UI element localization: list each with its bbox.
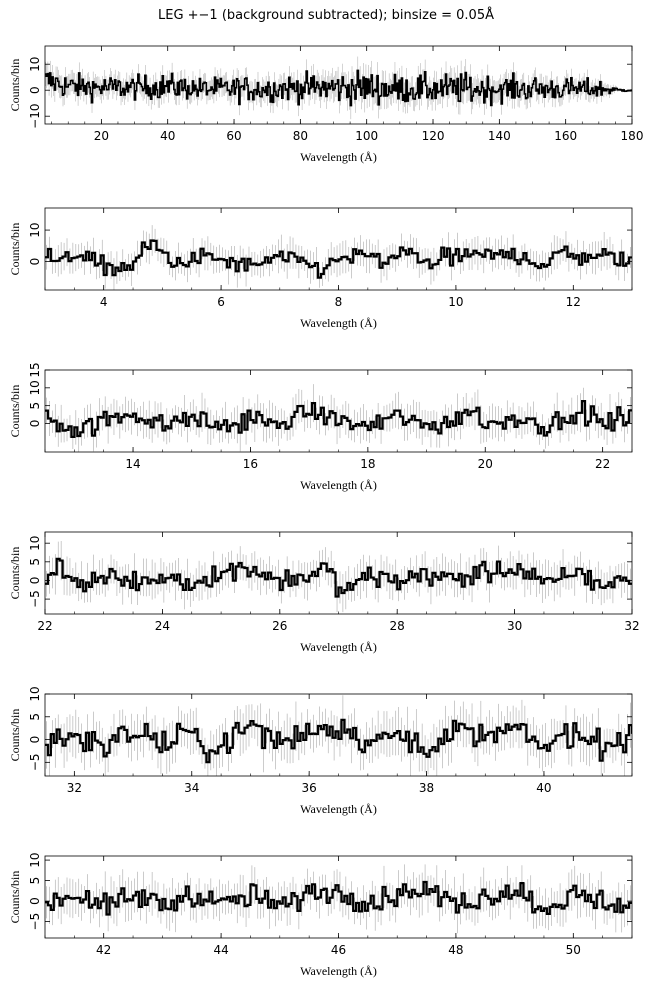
plot-area: [45, 864, 632, 934]
x-tick-label: 120: [422, 129, 445, 143]
y-axis-label: Counts/bin: [8, 223, 22, 276]
axes-frame: [44, 207, 633, 291]
x-axis-label: Wavelength (Å): [300, 640, 377, 654]
chart-panel-4: 22 24 26 28 30 32 −5 0 5 10 Wavelength (Å) Counts/b…: [8, 531, 640, 654]
y-tick-label: 10: [28, 536, 42, 551]
y-tick-label: 0: [28, 86, 42, 94]
x-tick-label: 22: [37, 619, 52, 633]
x-tick-label: 28: [390, 619, 405, 633]
x-tick-label: 40: [160, 129, 175, 143]
series-line: [45, 399, 632, 438]
x-tick-label: 50: [566, 943, 581, 957]
y-tick-label: 5: [28, 558, 42, 566]
x-tick-label: 32: [67, 781, 82, 795]
x-tick-label: 140: [488, 129, 511, 143]
x-tick-label: 20: [94, 129, 109, 143]
chart-panel-3: 14 16 18 20 22 0 5 10 15 Wavelength (Å) Counts/bin: [8, 362, 633, 492]
y-axis-label: Counts/bin: [8, 547, 22, 600]
y-tick-label: −5: [28, 590, 42, 608]
x-tick-label: 12: [566, 295, 581, 309]
plot-area: [45, 384, 632, 452]
y-axis-label: Counts/bin: [8, 59, 22, 112]
plot-area: [45, 695, 632, 776]
chart-panel-1: 20 40 60 80 100 120 140 160 180 −10 0 10 Wavelength …: [8, 45, 644, 164]
x-tick-label: 48: [448, 943, 463, 957]
axes-frame: [44, 45, 633, 125]
chart-panel-6: 42 44 46 48 50 −5 0 5 10 Wavelength (Å) Counts/bin: [8, 852, 633, 978]
x-tick-label: 36: [302, 781, 317, 795]
x-tick-label: 4: [100, 295, 108, 309]
x-tick-label: 10: [448, 295, 463, 309]
x-tick-label: 30: [507, 619, 522, 633]
x-tick-label: 6: [217, 295, 225, 309]
series-line: [45, 239, 632, 279]
x-axis-label: Wavelength (Å): [300, 964, 377, 978]
x-axis-label: Wavelength (Å): [300, 802, 377, 816]
series-line: [45, 69, 632, 107]
y-tick-label: 0: [28, 736, 42, 744]
y-tick-label: 10: [28, 686, 42, 701]
y-tick-label: 0: [28, 258, 42, 266]
x-axis-label: Wavelength (Å): [300, 316, 377, 330]
y-tick-label: −5: [28, 753, 42, 771]
x-tick-label: 20: [478, 457, 493, 471]
x-tick-label: 16: [243, 457, 258, 471]
y-tick-label: −10: [28, 104, 42, 129]
y-tick-label: 0: [28, 420, 42, 428]
x-tick-label: 180: [621, 129, 644, 143]
x-tick-label: 80: [293, 129, 308, 143]
x-tick-label: 24: [155, 619, 170, 633]
x-tick-label: 46: [331, 943, 346, 957]
x-tick-label: 40: [536, 781, 551, 795]
y-tick-label: 5: [28, 402, 42, 410]
x-tick-label: 8: [335, 295, 343, 309]
series-errorbars: [46, 384, 631, 452]
y-axis-label: Counts/bin: [8, 871, 22, 924]
series-line: [45, 880, 632, 916]
axes-frame: [44, 369, 633, 453]
x-tick-label: 32: [624, 619, 639, 633]
y-tick-label: 10: [28, 380, 42, 395]
y-tick-label: 0: [28, 577, 42, 585]
x-tick-label: 42: [96, 943, 111, 957]
chart-panel-5: 32 34 36 38 40 −5 0 5 10 Wavelength (Å) Counts/bin: [8, 686, 633, 816]
x-axis-label: Wavelength (Å): [300, 150, 377, 164]
series-errorbars: [46, 695, 631, 776]
y-tick-label: 5: [28, 713, 42, 721]
series-line: [45, 718, 632, 764]
x-tick-label: 26: [272, 619, 287, 633]
y-tick-label: −5: [28, 913, 42, 931]
y-tick-label: 10: [28, 852, 42, 867]
x-tick-label: 34: [184, 781, 199, 795]
plot-area: [45, 225, 632, 290]
y-tick-label: 10: [28, 57, 42, 72]
series-errorbars: [46, 864, 631, 934]
x-tick-label: 44: [213, 943, 228, 957]
chart-panel-2: 4 6 8 10 12 0 10 Wavelength (Å) Counts/bin: [8, 207, 633, 330]
y-tick-label: 0: [28, 897, 42, 905]
x-tick-label: 60: [226, 129, 241, 143]
x-tick-label: 38: [419, 781, 434, 795]
y-tick-label: 5: [28, 877, 42, 885]
x-tick-label: 22: [595, 457, 610, 471]
x-tick-label: 100: [355, 129, 378, 143]
x-axis-label: Wavelength (Å): [300, 478, 377, 492]
series-line: [45, 557, 632, 598]
y-tick-label: 10: [28, 222, 42, 237]
y-axis-label: Counts/bin: [8, 709, 22, 762]
figure-title: LEG +−1 (background subtracted); binsize…: [157, 8, 494, 23]
x-tick-label: 160: [554, 129, 577, 143]
x-tick-label: 14: [125, 457, 140, 471]
x-tick-label: 18: [360, 457, 375, 471]
plot-area: [45, 540, 632, 613]
y-tick-label: 15: [28, 362, 42, 377]
y-axis-label: Counts/bin: [8, 385, 22, 438]
plot-area: [45, 56, 632, 120]
